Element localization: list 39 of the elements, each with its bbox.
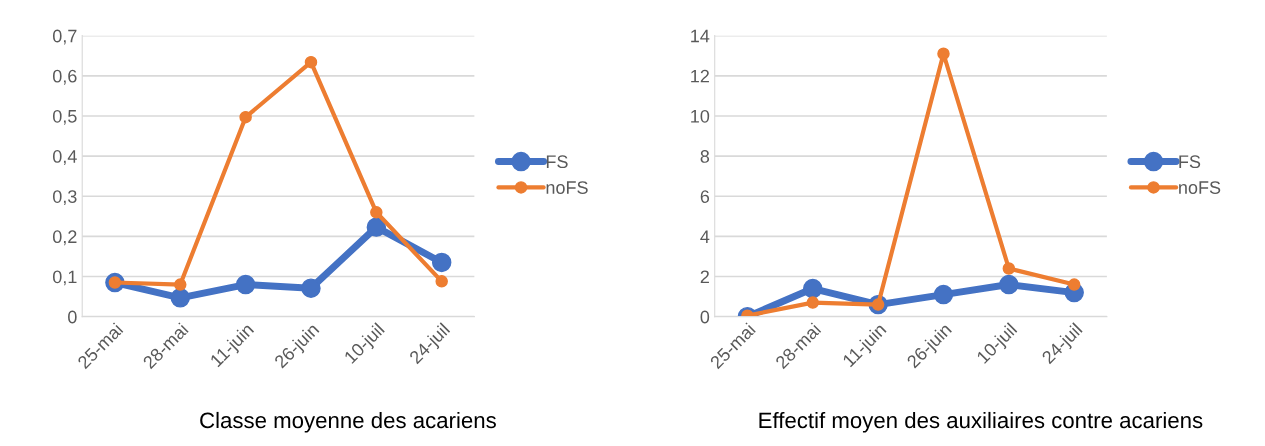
y-tick-label: 0,6 (52, 69, 77, 85)
point (999, 274, 1019, 295)
legend-label: noFS (1179, 181, 1221, 194)
point (1002, 262, 1016, 275)
point (366, 217, 387, 237)
legend-label: FS (1179, 155, 1201, 169)
y-tick-label: 6 (700, 190, 710, 203)
y-tick-label: 12 (691, 69, 709, 83)
text: Classe moyenne des acariens (200, 411, 496, 433)
y-tick-label: 0 (68, 310, 77, 324)
point (933, 284, 954, 305)
point (304, 55, 318, 69)
y-tick-label: 0 (700, 310, 710, 324)
y-tick-label: 0,1 (52, 270, 77, 286)
y-tick-label: 8 (700, 150, 710, 163)
point (1067, 278, 1081, 291)
point (431, 252, 452, 273)
y-tick-label: 14 (691, 29, 710, 43)
y-tick-label: 0,7 (52, 29, 77, 45)
y-tick-label: 0,2 (52, 230, 77, 246)
y-tick-label: 4 (700, 230, 710, 243)
point (174, 278, 187, 291)
point (435, 275, 448, 288)
point (239, 110, 252, 124)
text: Effectif moyen des auxiliaires contre acariens (759, 411, 1203, 433)
point (235, 274, 256, 295)
point (937, 47, 950, 60)
y-tick-label: 0,3 (52, 190, 77, 206)
legend-label: noFS (546, 181, 588, 194)
point (301, 278, 321, 298)
point (806, 296, 820, 309)
legend-label: FS (546, 155, 568, 169)
y-tick-label: 0,5 (52, 109, 77, 125)
point (170, 288, 190, 308)
point (370, 206, 383, 219)
y-tick-label: 0,4 (52, 150, 77, 165)
point (803, 278, 823, 299)
y-tick-label: 10 (691, 109, 710, 123)
y-tick-label: 2 (700, 270, 709, 284)
